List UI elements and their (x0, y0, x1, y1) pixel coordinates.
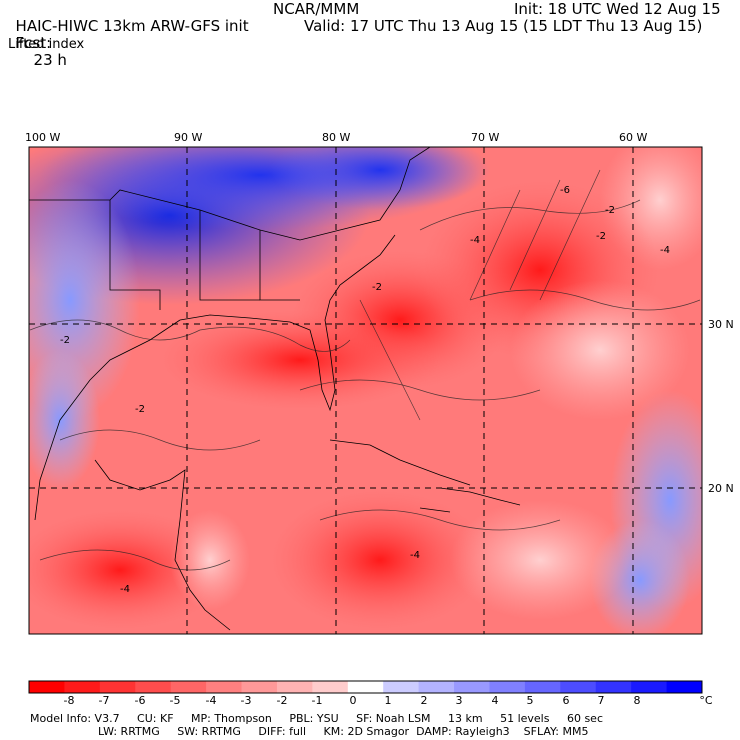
colorbar-tick: -4 (205, 694, 217, 707)
header-fcst: Fcst: 23 h (6, 18, 67, 69)
coastlines (29, 147, 521, 634)
colorbar-tick: -6 (134, 694, 146, 707)
colorbar-tick: -5 (169, 694, 181, 707)
contour-label: -2 (596, 231, 606, 242)
header-init: Init: 18 UTC Wed 12 Aug 15 (514, 0, 721, 18)
colorbar-swatch (347, 681, 384, 693)
header-valid: Valid: 17 UTC Thu 13 Aug 15 (15 LDT Thu … (304, 17, 703, 35)
graticule (29, 147, 702, 634)
contour-label: -4 (120, 584, 130, 595)
lon-label-90w: 90 W (174, 131, 203, 144)
colorbar-tick: 4 (491, 694, 499, 707)
colorbar-swatch (276, 681, 313, 693)
lon-label-70w: 70 W (471, 131, 500, 144)
contour-label: -2 (135, 404, 145, 415)
lat-label-30n: 30 N (708, 318, 734, 331)
colorbar-swatch (241, 681, 278, 693)
lon-label-100w: 100 W (25, 131, 61, 144)
colorbar-swatch (418, 681, 455, 693)
contours (29, 169, 701, 571)
colorbar-swatch (631, 681, 668, 693)
colorbar-swatch (489, 681, 526, 693)
contour-label: -2 (372, 282, 382, 293)
colorbar-swatch (595, 681, 632, 693)
model-info-line1: Model Info: V3.7 CU: KF MP: Thompson PBL… (30, 712, 603, 725)
colorbar-tick: 3 (455, 694, 463, 707)
lat-label-20n: 20 N (708, 482, 734, 495)
contour-label: -4 (470, 235, 480, 246)
fcst-value: 23 h (33, 51, 67, 69)
lon-label-60w: 60 W (619, 131, 648, 144)
header-title: HAIC-HIWC 13km ARW-GFS init (6, 1, 249, 35)
colorbar-swatch (206, 681, 243, 693)
colorbar-swatch (383, 681, 420, 693)
contour-labels: -2 -4 -6 -2 -4 -2 -4 -2 -4 -2 (60, 185, 670, 595)
colorbar-swatch (135, 681, 172, 693)
fcst-label: Fcst: (15, 34, 52, 52)
contour-label: -2 (605, 205, 615, 216)
map-frame (28, 146, 703, 635)
colorbar-swatch (29, 681, 65, 693)
colorbar-frame (28, 680, 703, 694)
colorbar-swatch (312, 681, 349, 693)
lon-label-80w: 80 W (322, 131, 351, 144)
colorbar-tick: -8 (63, 694, 75, 707)
colorbar-tick: 7 (597, 694, 605, 707)
contour-label: -4 (410, 550, 420, 561)
field-name: Lifted index (8, 37, 85, 52)
colorbar-tick: 0 (349, 694, 357, 707)
colorbar-tick: -3 (240, 694, 252, 707)
colorbar-tick: 6 (562, 694, 570, 707)
colorbar-tick: -7 (98, 694, 110, 707)
colorbar-swatch (560, 681, 597, 693)
colorbar-swatch (64, 681, 101, 693)
model-info-line2: LW: RRTMG SW: RRTMG DIFF: full KM: 2D Sm… (98, 725, 589, 738)
colorbar-swatch (170, 681, 207, 693)
colorbar-swatch (666, 681, 703, 693)
colorbar-tick: -2 (276, 694, 288, 707)
colorbar-tick: 5 (526, 694, 534, 707)
colorbar-unit: °C (699, 694, 713, 707)
colorbar-tick: 1 (384, 694, 392, 707)
header-org: NCAR/MMM (273, 0, 360, 18)
colorbar-tick: 2 (420, 694, 428, 707)
model-title: HAIC-HIWC 13km ARW-GFS init (15, 17, 249, 35)
colorbar-tick: -1 (311, 694, 323, 707)
colorbar-swatch (99, 681, 136, 693)
colorbar-swatch (524, 681, 561, 693)
contour-label: -6 (560, 185, 570, 196)
colorbar-swatch (454, 681, 490, 693)
contour-label: -4 (660, 245, 670, 256)
contour-label: -2 (60, 335, 70, 346)
colorbar (28, 680, 703, 694)
colorbar-tick: 8 (633, 694, 641, 707)
